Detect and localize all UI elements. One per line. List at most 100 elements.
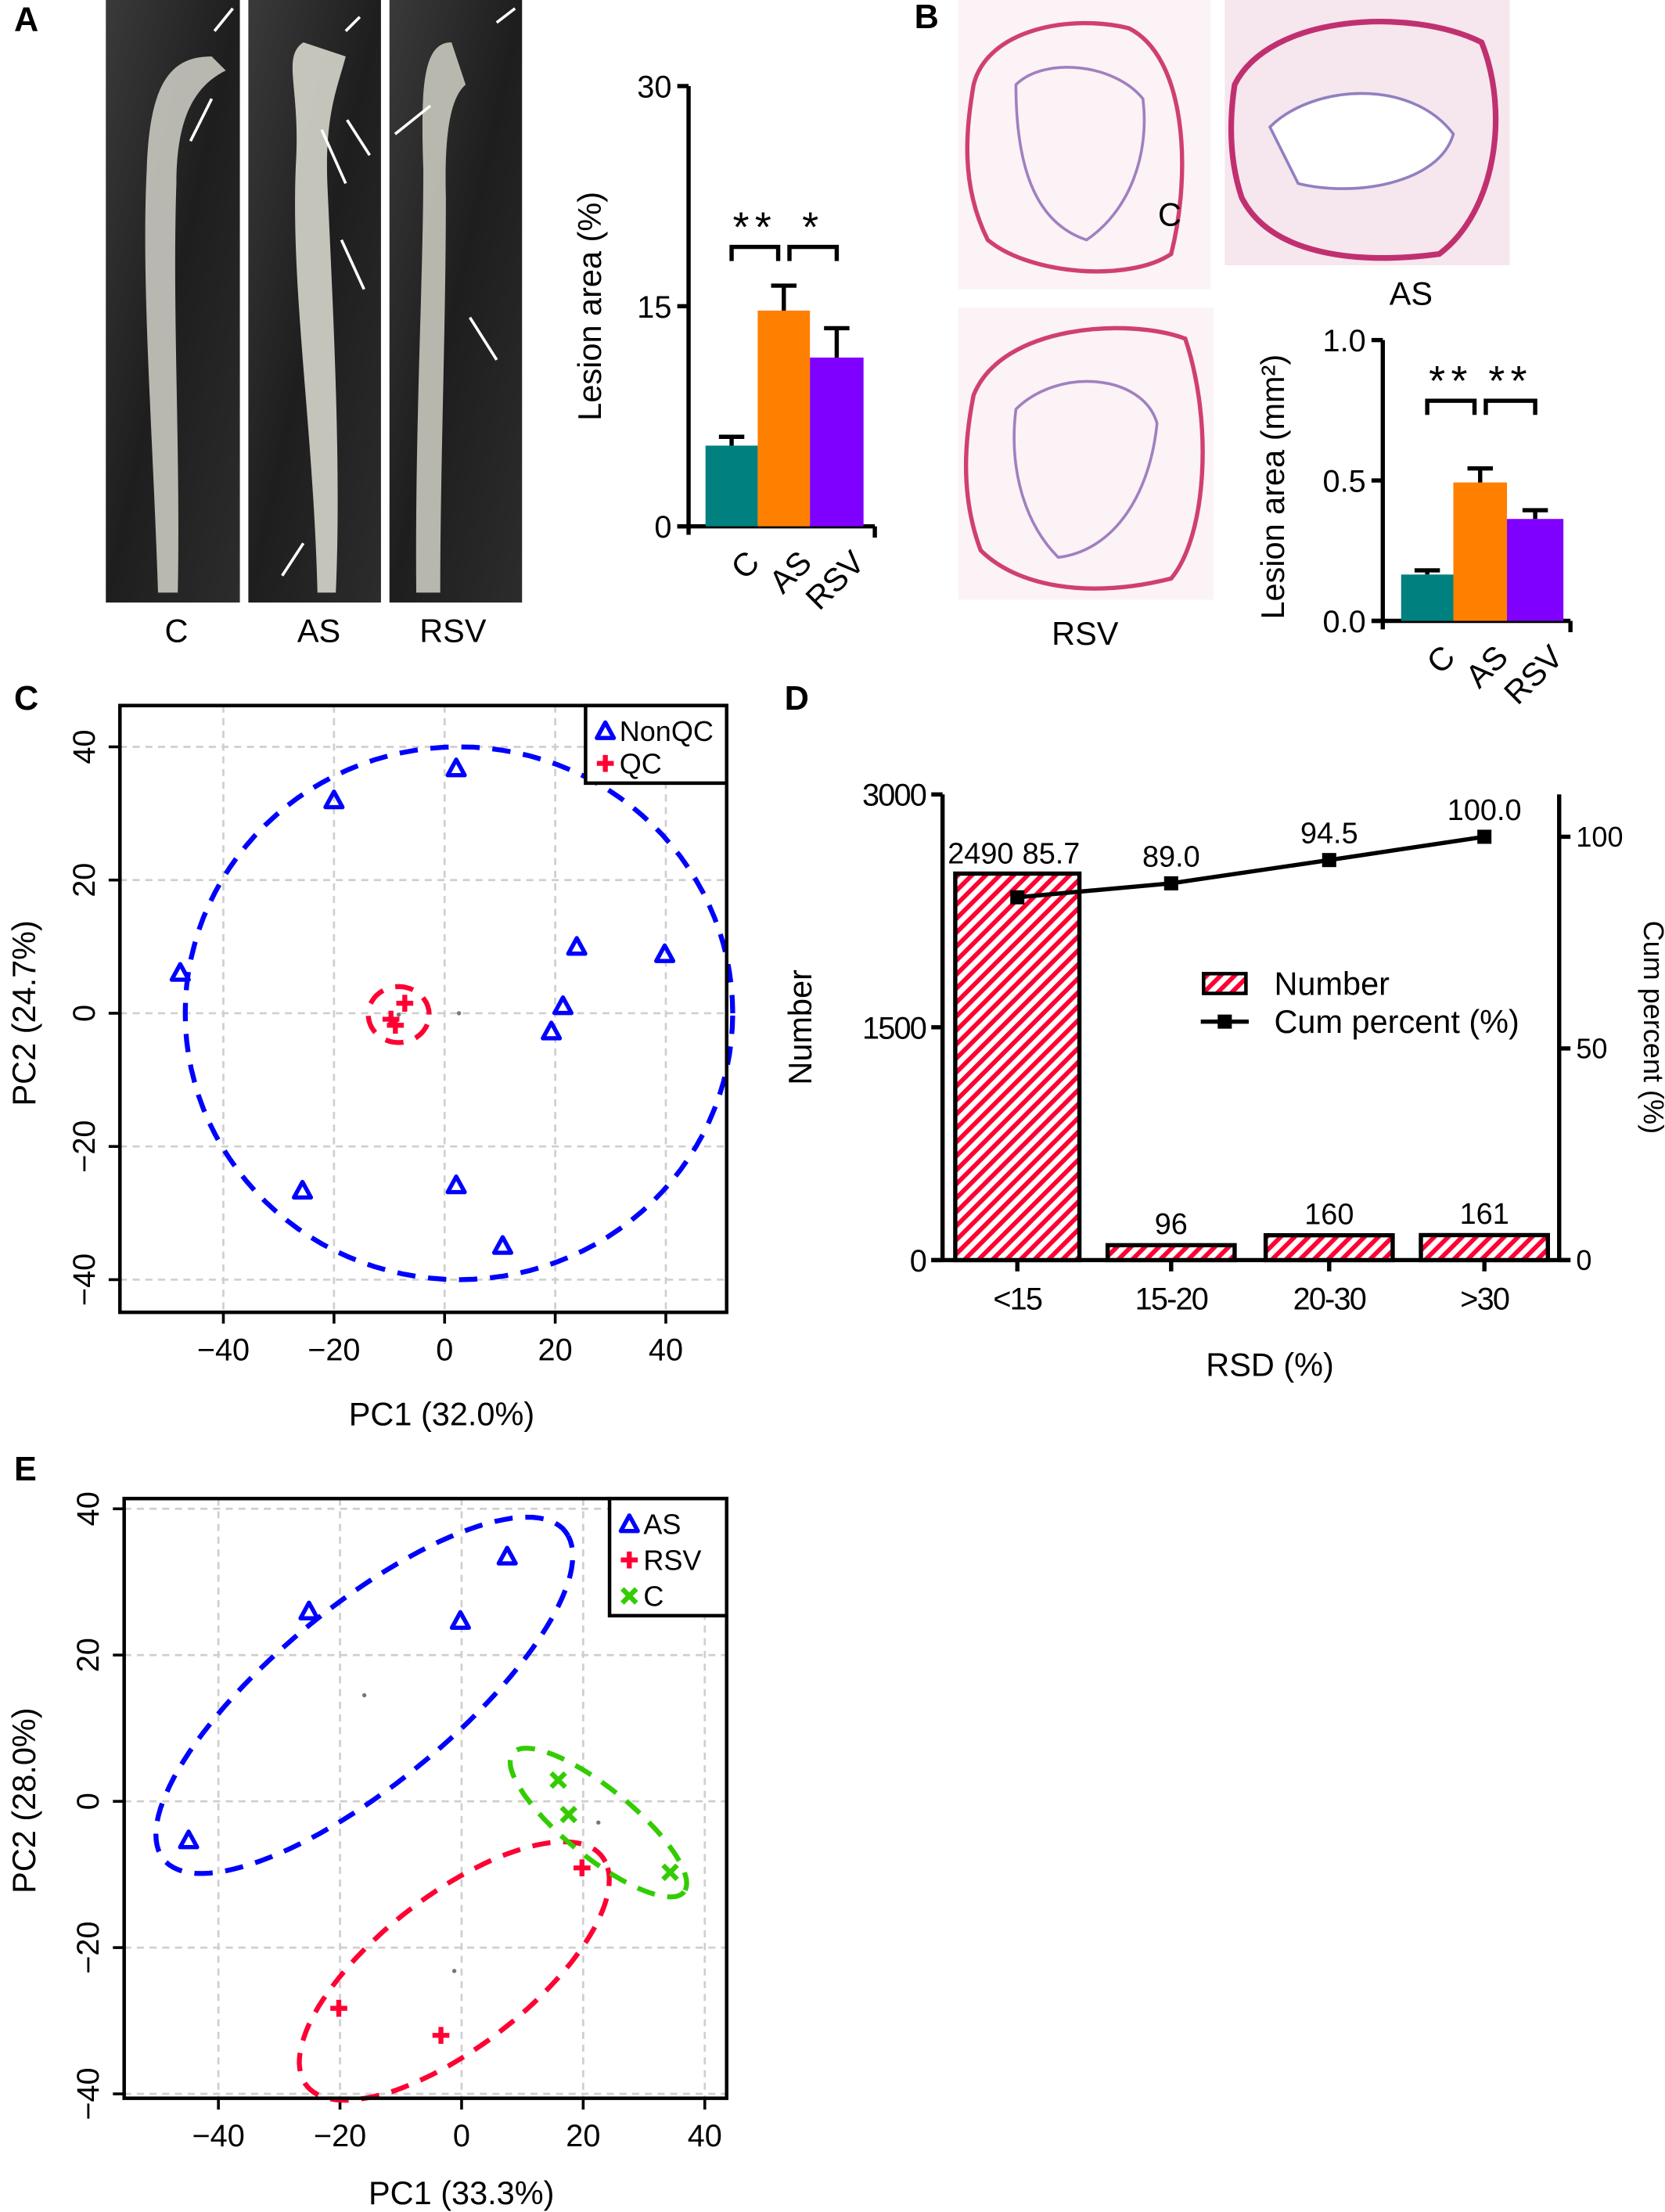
cum-percent-line (1016, 834, 1485, 900)
x-tick-label: >30 (1460, 1282, 1509, 1317)
triangle-marker (618, 1513, 640, 1534)
triangle-marker (449, 1610, 471, 1631)
photo-label-as: AS (297, 613, 340, 649)
y-axis-title: PC2 (24.7%) (5, 920, 42, 1106)
bar-c (1401, 574, 1454, 621)
bar-rsv (810, 357, 864, 527)
x-tick-label: RSV (798, 543, 872, 617)
photo-label-rsv: RSV (419, 613, 487, 649)
triangle-marker (323, 789, 345, 810)
cum-percent-label: 100.0 (1447, 794, 1522, 827)
ellipse-center-dot (361, 1692, 367, 1698)
error-bar (718, 434, 745, 446)
y-tick-label: −20 (71, 1921, 106, 1973)
plus-marker (432, 2027, 450, 2045)
plus-marker (396, 995, 414, 1012)
cum-percent-label: 85.7 (1023, 838, 1081, 871)
y-axis-title: Number (782, 969, 818, 1085)
triangle-marker (541, 1020, 563, 1041)
panel-label-d: D (785, 680, 809, 718)
legend: AS RSV C (607, 1496, 728, 1618)
histology-images: C AS RSV (958, 0, 1510, 652)
y2-tick-label: 50 (1576, 1033, 1607, 1065)
significance-bracket (1483, 398, 1537, 415)
cum-percent-label: 89.0 (1142, 840, 1200, 873)
y-tick-label: 40 (71, 1491, 106, 1526)
y-tick-label: 15 (637, 290, 671, 325)
cross-marker (661, 1863, 679, 1882)
legend-box (584, 703, 728, 786)
error-bar (1467, 466, 1493, 483)
bar-2 (1263, 1232, 1395, 1263)
triangle-marker (491, 1235, 513, 1255)
chart-e-pca-groups: PC1 (33.3%) PC2 (28.0%) −40 −20 0 20 40 −40 −2… (5, 1491, 728, 2211)
legend-label: RSV (643, 1544, 701, 1576)
y-tick-label: 0 (654, 510, 671, 545)
y-axis-title: Lesion area (mm²) (1254, 354, 1291, 620)
histology-image-as (1224, 0, 1510, 266)
x-tick-label: −40 (197, 1333, 250, 1367)
y-tick-label: 20 (71, 1638, 106, 1672)
legend-label: AS (643, 1508, 681, 1540)
significance-stars: ** (733, 203, 778, 250)
x-tick-label: 40 (688, 2119, 722, 2153)
y-tick-label: −20 (67, 1120, 102, 1173)
y-tick-label: 1.0 (1323, 324, 1366, 358)
plus-marker (620, 1551, 638, 1569)
triangle-marker (445, 757, 467, 778)
x-tick-label: −20 (314, 2119, 366, 2153)
aorta-photo-c (106, 0, 240, 603)
panel-label-c: C (14, 680, 38, 718)
bar-1 (1105, 1243, 1237, 1263)
histology-image-rsv (958, 308, 1214, 600)
aorta-photos: C AS RSV (106, 0, 523, 649)
bar-as (1453, 482, 1508, 621)
significance-stars: ** (1488, 358, 1533, 405)
x-tick-label: 20-30 (1293, 1282, 1366, 1317)
significance-bracket (1425, 398, 1477, 415)
x-tick-label: −40 (192, 2119, 244, 2153)
y2-tick-label: 100 (1576, 821, 1623, 853)
histology-label-rsv: RSV (1052, 615, 1119, 652)
cum-percent-point (1163, 876, 1178, 890)
confidence-ellipse-c (507, 1746, 689, 1900)
aorta-photo-as (248, 0, 381, 603)
chart-d-rsd-distribution: RSD (%) Number Cum percent (%) Number Cu… (782, 779, 1665, 1383)
bar-value-label: 160 (1304, 1198, 1354, 1231)
triangle-marker (178, 1829, 200, 1850)
cum-percent-point (1322, 853, 1336, 868)
x-axis-title: PC1 (33.3%) (369, 2174, 554, 2211)
y-tick-label: 30 (637, 70, 671, 104)
ellipse-center-dot (456, 1011, 462, 1016)
triangle-marker (552, 995, 574, 1016)
triangle-marker (169, 962, 191, 982)
histology-label-as: AS (1390, 275, 1433, 312)
significance-stars: * (802, 203, 824, 250)
aorta-photo-rsv (389, 0, 523, 603)
x-tick-label: 15-20 (1135, 1282, 1208, 1317)
legend-label: C (643, 1580, 663, 1612)
x-tick-label: RSV (1497, 638, 1570, 711)
histology-label-c: C (1158, 196, 1181, 233)
y-tick-label: 0 (71, 1793, 106, 1810)
plus-marker (596, 754, 614, 772)
plus-marker (573, 1859, 591, 1877)
bar-value-label: 96 (1155, 1208, 1188, 1241)
triangle-marker (595, 720, 617, 740)
y-tick-label: −40 (67, 1253, 102, 1306)
y-tick-label: −40 (71, 2067, 106, 2120)
error-bar (1414, 568, 1440, 575)
cum-percent-point (1477, 829, 1492, 844)
triangle-marker (496, 1545, 518, 1566)
y-axis-title: Lesion area (%) (571, 192, 608, 421)
x-tick-label: C (1419, 638, 1462, 680)
y-tick-label: 3000 (862, 779, 926, 813)
y-tick-label: 0.0 (1323, 605, 1366, 639)
y2-tick-label: 0 (1576, 1244, 1591, 1276)
panel-label-e: E (14, 1451, 37, 1488)
plot-frame (118, 703, 728, 1315)
x-tick-label: 20 (566, 2119, 600, 2153)
x-axis-title: RSD (%) (1206, 1346, 1334, 1383)
